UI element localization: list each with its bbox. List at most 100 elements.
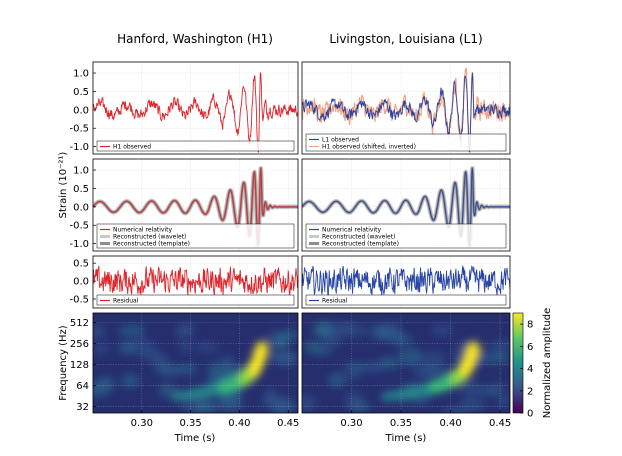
- spectrogram-h1: [93, 313, 298, 413]
- series-l1-observed: [302, 72, 510, 152]
- axes-frame-h1-spectrogram: [92, 312, 299, 414]
- series-numerical-relativity: [93, 168, 298, 248]
- legend-label: Residual: [113, 298, 139, 305]
- spectrogram-noise-patch: [347, 371, 361, 380]
- spectrogram-l1: [302, 313, 510, 413]
- spectrogram-noise-patch: [459, 396, 485, 413]
- spectrogram-noise-patch: [120, 373, 140, 388]
- legend-label: H1 observed: [113, 144, 151, 151]
- series-h1-observed: [93, 72, 298, 153]
- spectrogram-noise-patch: [276, 350, 298, 366]
- legend-label: Reconstructed (template): [322, 241, 399, 248]
- spectrogram-noise-patch: [141, 349, 165, 362]
- y-tick-label: 0.5: [73, 184, 89, 195]
- spectrogram-noise-patch: [271, 397, 297, 413]
- y-tick-label: -0.5: [69, 295, 89, 306]
- spectrogram-noise-patch: [422, 366, 451, 377]
- legend-box: [305, 223, 507, 249]
- y-tick-label: 64: [76, 381, 89, 392]
- spectrogram-noise-patch: [378, 356, 399, 370]
- legend-label: H1 observed (shifted, inverted): [322, 144, 416, 151]
- x-tick-label: 0.30: [340, 418, 362, 429]
- spectrogram-noise-patch: [266, 330, 279, 341]
- x-tick-label: 0.40: [439, 418, 461, 429]
- y-tick-label: 128: [70, 360, 89, 371]
- spectrogram-noise-patch: [343, 362, 367, 373]
- legend-label: Numerical relativity: [322, 227, 381, 234]
- colorbar-tick-label: 0: [527, 409, 533, 420]
- spectrogram-noise-patch: [341, 325, 370, 337]
- x-tick-label: 0.30: [131, 418, 153, 429]
- spectrogram-noise-patch: [397, 347, 424, 366]
- y-tick-label: 1.0: [73, 166, 89, 177]
- x-tick-label: 0.45: [277, 418, 299, 429]
- y-tick-label: 512: [70, 318, 89, 329]
- legend-box: [96, 223, 295, 249]
- legend-box: [305, 133, 507, 152]
- panel-h1-row1: [93, 62, 298, 154]
- spectrogram-noise-patch: [496, 393, 510, 407]
- legend-label: Residual: [322, 298, 348, 305]
- legend-label: Reconstructed (template): [113, 241, 190, 248]
- frequency-axis-label: Frequency (Hz): [58, 325, 69, 401]
- y-tick-label: 0.0: [73, 277, 89, 288]
- y-tick-label: 0.0: [73, 202, 89, 213]
- axes-frame-h1-row2: [92, 158, 299, 252]
- spectrogram-noise-patch: [194, 399, 218, 413]
- spectrogram-noise-patch: [195, 343, 220, 352]
- spectrogram-noise-patch: [488, 340, 510, 349]
- spectrogram-noise-patch: [118, 325, 146, 337]
- colorbar-tick-label: 8: [527, 320, 533, 331]
- colorbar-tick-label: 4: [527, 364, 533, 375]
- x-axis-label-h1: Time (s): [174, 433, 216, 444]
- legend-label: Reconstructed (wavelet): [113, 234, 186, 241]
- x-tick-label: 0.35: [390, 418, 412, 429]
- spectrogram-noise-patch: [451, 348, 465, 362]
- x-tick-label: 0.40: [228, 418, 250, 429]
- y-tick-label: -1.0: [69, 239, 89, 250]
- spectrogram-chirp-blob: [254, 341, 269, 360]
- y-tick-label: 32: [76, 402, 89, 413]
- legend-box: [96, 140, 295, 152]
- spectrogram-noise-patch: [362, 361, 384, 374]
- y-tick-label: 1.0: [73, 69, 89, 80]
- x-axis-label-l1: Time (s): [385, 433, 427, 444]
- legend-label: Numerical relativity: [113, 227, 172, 234]
- legend-box: [96, 294, 295, 306]
- spectrogram-noise-patch: [309, 344, 333, 355]
- spectrogram-noise-patch: [460, 381, 482, 396]
- spectrogram-noise-patch: [264, 387, 278, 404]
- y-tick-label: 256: [70, 339, 89, 350]
- spectrogram-noise-patch: [328, 372, 347, 388]
- spectrogram-chirp-blob: [466, 341, 481, 360]
- colorbar-tick-label: 2: [527, 386, 533, 397]
- y-tick-label: 0.5: [73, 259, 89, 270]
- x-tick-label: 0.45: [489, 418, 511, 429]
- y-tick-label: 0.5: [73, 87, 89, 98]
- column-title-h1: Hanford, Washington (H1): [117, 32, 273, 46]
- spectrogram-noise-patch: [218, 392, 243, 407]
- spectrogram-noise-patch: [484, 350, 510, 364]
- spectrogram-noise-patch: [118, 341, 137, 355]
- spectrogram-noise-patch: [430, 325, 453, 336]
- spectrogram-noise-patch: [221, 354, 235, 370]
- y-tick-label: -0.5: [69, 124, 89, 135]
- axes-frame-l1-spectrogram: [301, 312, 511, 414]
- y-tick-label: 0.0: [73, 105, 89, 116]
- x-tick-label: 0.35: [179, 418, 201, 429]
- spectrogram-energy: [93, 324, 298, 413]
- spectrogram-noise-patch: [372, 324, 399, 342]
- spectrogram-energy: [302, 321, 510, 413]
- spectrogram-noise-patch: [313, 321, 335, 340]
- strain-axis-label: Strain (10⁻²¹): [58, 152, 69, 219]
- y-tick-label: -1.0: [69, 142, 89, 153]
- spectrogram-noise-patch: [93, 344, 109, 354]
- spectrogram-noise-patch: [350, 401, 370, 413]
- colorbar: [512, 312, 524, 414]
- spectrogram-noise-patch: [93, 324, 106, 339]
- spectrogram-noise-patch: [422, 351, 446, 369]
- colorbar-label: Normalized amplitude: [542, 308, 553, 418]
- axes-frame-l1-row3: [301, 255, 511, 309]
